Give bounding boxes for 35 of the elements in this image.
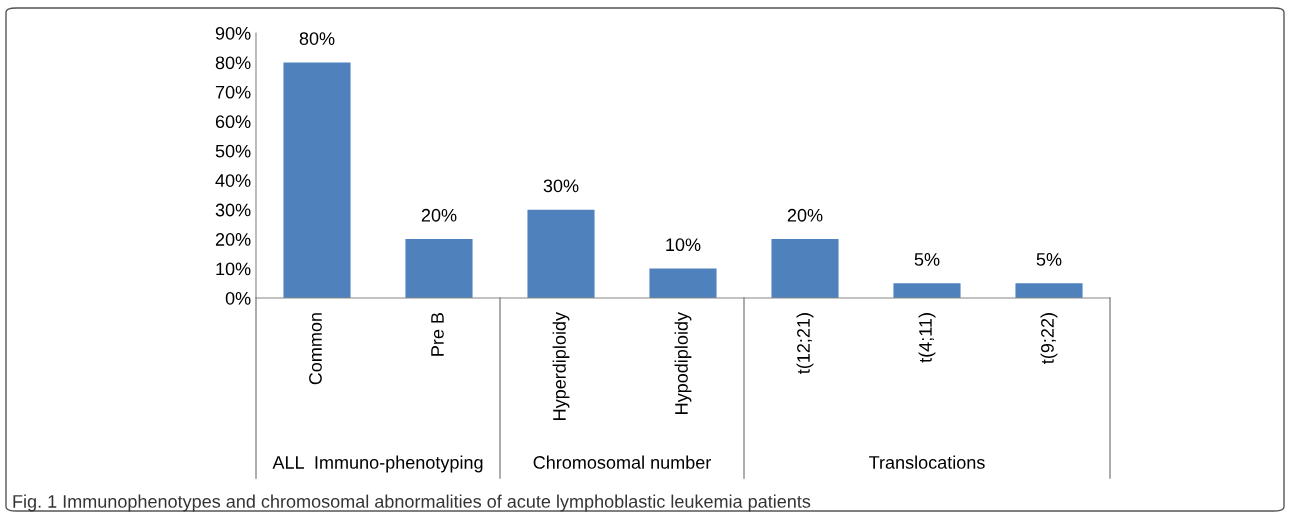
bar bbox=[649, 268, 717, 298]
bar bbox=[527, 209, 595, 298]
y-tick-label: 50% bbox=[215, 144, 251, 158]
x-tick-label: t(4;11) bbox=[918, 313, 936, 363]
text: Chromosomal number bbox=[533, 455, 712, 469]
y-tick-label: 0% bbox=[225, 291, 251, 305]
data-label: 20% bbox=[787, 208, 823, 222]
text: Fig. 1 Immunophenotypes and chromosomal abnormalities of acute lymphoblastic leukemia patients bbox=[13, 494, 811, 512]
bar bbox=[405, 239, 473, 298]
bar bbox=[771, 239, 839, 298]
x-tick-label: Common bbox=[309, 313, 322, 385]
x-tick-label: Pre B bbox=[431, 312, 444, 356]
y-tick-label: 10% bbox=[216, 262, 251, 276]
data-label: 30% bbox=[543, 179, 579, 193]
y-tick-label: 80% bbox=[215, 56, 251, 70]
bar bbox=[893, 283, 961, 298]
data-label: 5% bbox=[1036, 253, 1062, 266]
x-tick-label: Hypodiploidy bbox=[674, 312, 692, 414]
data-label: 20% bbox=[421, 208, 457, 222]
x-tick-label: t(12;21) bbox=[796, 313, 814, 374]
data-label: 10% bbox=[666, 238, 701, 252]
data-label: 80% bbox=[299, 32, 335, 45]
bar bbox=[283, 62, 351, 298]
x-tick-label: t(9;22) bbox=[1040, 313, 1058, 364]
y-tick-label: 60% bbox=[215, 115, 251, 129]
text: Translocations bbox=[869, 455, 985, 469]
bar bbox=[1015, 283, 1083, 298]
x-tick-label: Hyperdiploidy bbox=[552, 312, 570, 420]
y-tick-label: 70% bbox=[215, 85, 251, 99]
y-tick-label: 30% bbox=[215, 203, 251, 217]
y-tick-label: 90% bbox=[215, 26, 251, 40]
text: ALL Immuno-phenotyping bbox=[272, 455, 483, 473]
y-tick-label: 20% bbox=[215, 233, 251, 246]
data-label: 5% bbox=[914, 253, 940, 266]
y-tick-label: 40% bbox=[215, 174, 251, 187]
